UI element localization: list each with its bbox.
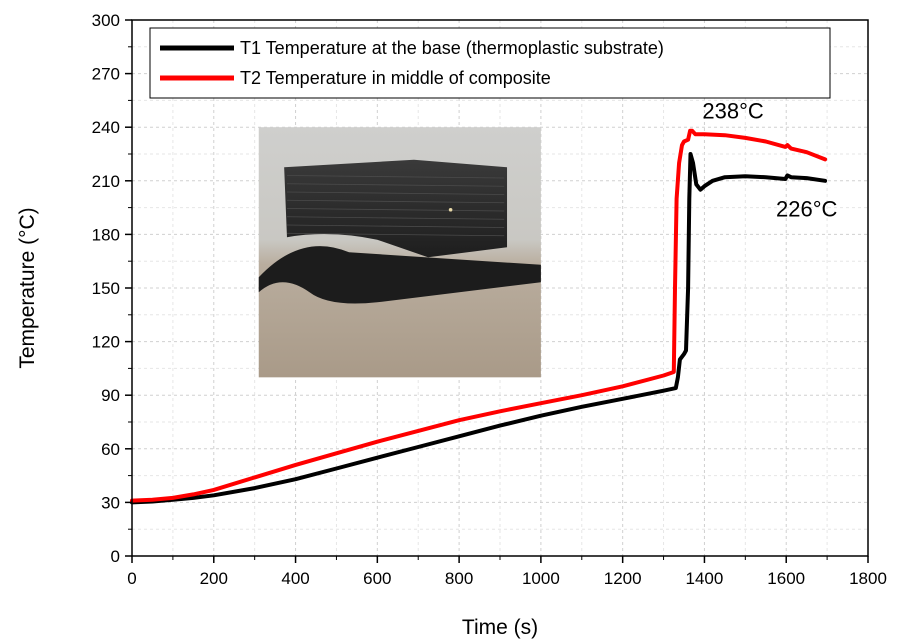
layer-line	[286, 191, 505, 195]
x-tick-label: 600	[363, 569, 391, 588]
y-tick-label: 0	[111, 547, 120, 566]
y-tick-label: 270	[92, 65, 120, 84]
layer-line	[286, 232, 505, 237]
inset-photo	[258, 127, 541, 378]
x-tick-label: 1400	[686, 569, 724, 588]
layer-line	[286, 183, 505, 187]
grid	[132, 20, 868, 556]
x-tick-label: 400	[281, 569, 309, 588]
legend-label-t1: T1 Temperature at the base (thermoplasti…	[240, 38, 664, 58]
layer-line	[286, 199, 505, 204]
y-tick-label: 300	[92, 11, 120, 30]
x-axis-title: Time (s)	[462, 616, 538, 639]
legend-label-t2: T2 Temperature in middle of composite	[240, 68, 551, 88]
x-tick-label: 1200	[604, 569, 642, 588]
x-tick-label: 1600	[767, 569, 805, 588]
x-tick-label: 1800	[849, 569, 887, 588]
y-tick-label: 120	[92, 333, 120, 352]
x-tick-label: 800	[445, 569, 473, 588]
y-tick-label: 180	[92, 225, 120, 244]
layer-line	[286, 224, 505, 228]
x-tick-label: 0	[127, 569, 136, 588]
axis-ticks: 0 200 400 600 800 1000 1200 1400 1600 1800 0 30 60 90…	[92, 11, 887, 588]
y-tick-label: 30	[101, 493, 120, 512]
y-tick-label: 90	[101, 386, 120, 405]
y-tick-label: 240	[92, 118, 120, 137]
x-tick-label: 200	[200, 569, 228, 588]
x-tick-label: 1000	[522, 569, 560, 588]
series-line-t2	[130, 128, 828, 503]
layer-line	[286, 175, 505, 179]
annotation-peak-t2: 238°C	[702, 98, 764, 123]
annotation-peak-t1: 226°C	[776, 197, 838, 222]
legend-box	[149, 27, 831, 99]
series-line-t1	[130, 152, 828, 505]
layer-line	[286, 216, 505, 220]
y-axis-title: Temperature (°C)	[16, 207, 39, 368]
series-group	[130, 128, 828, 505]
substrate-sheet	[258, 246, 541, 304]
layer-line	[286, 208, 505, 212]
y-tick-label: 150	[92, 279, 120, 298]
thermocouple-spot	[448, 207, 453, 212]
y-tick-label: 210	[92, 172, 120, 191]
legend: T1 Temperature at the base (thermoplasti…	[149, 27, 831, 99]
y-tick-label: 60	[101, 440, 120, 459]
